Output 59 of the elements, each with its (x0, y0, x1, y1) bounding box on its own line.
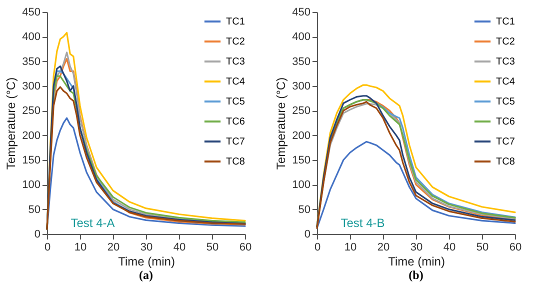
legend-label: TC5 (496, 96, 516, 108)
y-tick-label: 400 (292, 31, 310, 44)
y-tick-label: 50 (298, 204, 310, 216)
y-tick-label: 450 (22, 6, 40, 18)
legend-label: TC3 (226, 56, 246, 68)
y-tick-label: 450 (292, 6, 310, 18)
annotation: Test 4-B (340, 216, 385, 230)
y-tick-label: 50 (28, 204, 40, 216)
legend-label: TC7 (226, 136, 246, 148)
y-tick-label: 150 (22, 154, 40, 166)
legend-label: TC2 (226, 36, 246, 48)
x-tick-label: 40 (173, 242, 186, 254)
x-tick-label: 20 (107, 242, 120, 254)
legend-label: TC8 (496, 156, 516, 168)
legend-label: TC6 (226, 116, 246, 128)
annotation: Test 4-A (70, 216, 115, 230)
line-series (46, 117, 246, 230)
legend-label: TC1 (226, 16, 246, 28)
legend-label: TC4 (496, 76, 516, 88)
x-axis-title: Time (min) (118, 254, 175, 268)
x-tick-label: 0 (44, 242, 51, 254)
y-tick-label: 0 (34, 228, 40, 240)
y-axis-title: Temperature (°C) (4, 77, 18, 170)
legend-label: TC4 (226, 76, 246, 88)
y-tick-label: 100 (292, 179, 310, 192)
x-tick-label: 30 (410, 242, 423, 254)
y-axis-title: Temperature (°C) (274, 77, 288, 170)
y-tick-label: 350 (22, 56, 40, 68)
y-tick-label: 300 (22, 80, 40, 92)
x-tick-label: 40 (443, 242, 456, 254)
y-tick-label: 100 (22, 179, 40, 192)
y-tick-label: 200 (22, 130, 40, 142)
y-tick-label: 200 (292, 130, 310, 142)
x-tick-label: 30 (140, 242, 153, 254)
legend-label: TC2 (496, 36, 516, 48)
text: (a) (139, 268, 153, 282)
x-tick-label: 50 (206, 242, 219, 254)
y-tick-label: 150 (292, 154, 310, 166)
x-axis-title: Time (min) (388, 254, 445, 268)
x-tick-label: 0 (314, 242, 321, 254)
x-tick-label: 10 (74, 242, 87, 254)
y-tick-label: 250 (292, 105, 310, 118)
x-tick-label: 20 (377, 242, 390, 254)
y-tick-label: 400 (22, 31, 40, 44)
y-tick-label: 0 (304, 228, 310, 240)
legend-label: TC5 (226, 96, 246, 108)
legend-label: TC3 (496, 56, 516, 68)
x-tick-label: 60 (509, 242, 522, 254)
legend-label: TC6 (496, 116, 516, 128)
y-tick-label: 300 (292, 80, 310, 92)
y-tick-label: 250 (22, 105, 40, 118)
legend-label: TC1 (496, 16, 516, 28)
x-tick-label: 50 (476, 242, 489, 254)
legend-label: TC8 (226, 156, 246, 168)
text: (b) (408, 268, 424, 282)
x-tick-label: 60 (239, 242, 252, 254)
legend-label: TC7 (496, 136, 516, 148)
x-tick-label: 10 (344, 242, 357, 254)
y-tick-label: 350 (292, 56, 310, 68)
